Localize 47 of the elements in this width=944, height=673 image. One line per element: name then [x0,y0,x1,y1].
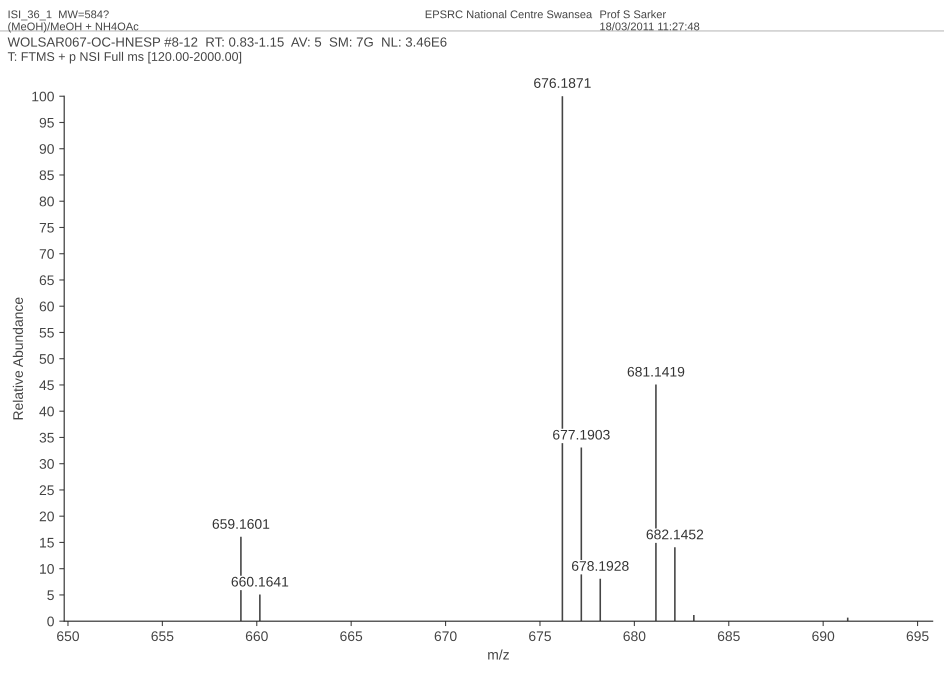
text: 18/03/2011 11:27:48 [600,22,700,30]
text: EPSRC National Centre Swansea [426,10,592,18]
text: 678.1928 [572,561,629,571]
text: 681.1419 [628,366,684,377]
text: 682.1452 [646,530,704,540]
y-tick-label: 70 [40,249,54,259]
x-tick-label: 695 [906,631,929,642]
y-tick-label: 85 [40,170,54,180]
y-tick-label: 15 [40,538,54,548]
y-tick-label: 35 [40,432,54,443]
text: Prof S Sarker [600,10,666,18]
y-tick-label: 95 [40,118,54,128]
text: T: FTMS + p NSI Full ms [120.00-2000.00] [8,52,242,64]
y-tick-label: 25 [40,485,54,496]
y-tick-label: 5 [47,590,54,600]
x-axis-title: m/z [488,649,509,660]
x-tick-label: 650 [57,631,80,642]
y-tick-label: 50 [40,354,54,364]
y-tick-label: 30 [40,459,54,469]
x-tick-label: 675 [529,631,551,642]
x-tick-label: 665 [340,631,362,642]
text: ISI_36_1 MW=584? [8,10,109,20]
x-tick-label: 670 [434,631,457,642]
y-tick-label: 0 [47,616,54,626]
y-tick-label: 90 [40,144,54,154]
x-tick-label: 660 [246,631,268,642]
y-tick-label: 40 [39,406,54,416]
text: 660.1641 [232,576,288,587]
text: 676.1871 [534,78,591,88]
y-tick-label: 60 [40,302,54,312]
text: (MeOH)/MeOH + NH4OAc [8,22,138,33]
y-tick-label: 65 [40,275,54,286]
text: 677.1903 [553,430,610,440]
y-tick-label: 20 [40,512,54,522]
text: WOLSAR067-OC-HNESP #8-12 RT: 0.83-1.15 AV: 5 SM: 7G NL: 3.46E6 [8,37,447,47]
x-tick-label: 690 [812,631,834,642]
x-tick-label: 685 [718,631,740,642]
y-tick-label: 100 [32,92,54,102]
y-tick-label: 55 [40,328,54,338]
y-tick-label: 80 [40,196,54,206]
y-tick-label: 10 [40,564,54,574]
y-tick-label: 75 [40,222,54,233]
y-tick-label: 45 [39,380,54,390]
text: 659.1601 [212,519,270,529]
y-axis-title: Relative Abundance [12,298,23,420]
x-tick-label: 680 [623,631,646,642]
x-tick-label: 655 [151,631,174,642]
